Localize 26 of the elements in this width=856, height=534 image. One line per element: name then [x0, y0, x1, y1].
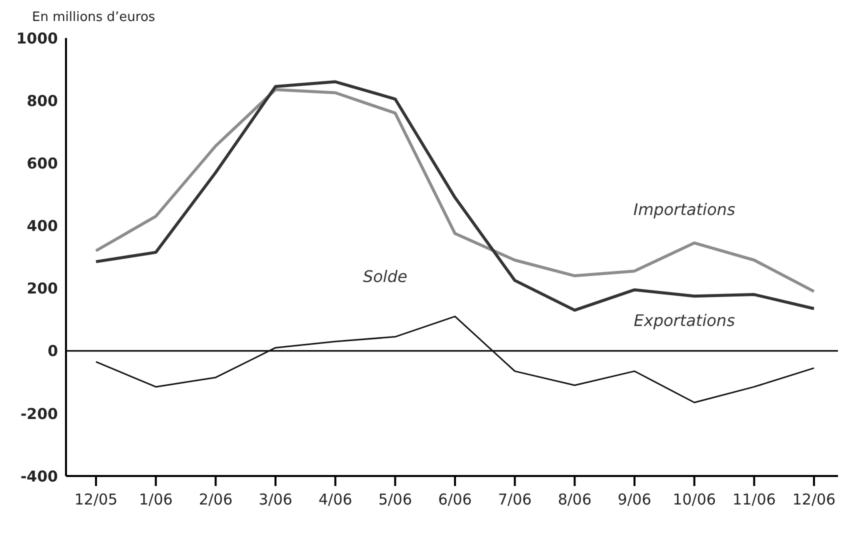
y-tick-label: 0	[48, 342, 58, 360]
y-tick-label: 400	[26, 217, 58, 236]
x-tick-label: 5/06	[378, 490, 412, 509]
x-tick-label: 1/06	[138, 490, 173, 509]
x-tick-label: 6/06	[438, 490, 472, 509]
x-tick-label: 3/06	[258, 490, 292, 509]
text: Solde	[362, 266, 408, 286]
y-tick-label: 200	[26, 280, 58, 298]
x-tick-label: 11/06	[732, 490, 776, 509]
x-tick-label: 9/06	[618, 490, 652, 509]
x-tick-label: 10/06	[672, 490, 716, 509]
series-label: Exportations	[634, 311, 735, 330]
y-tick-label: 800	[26, 92, 58, 110]
x-tick-label: 12/06	[792, 490, 836, 509]
x-tick-label: 12/05	[74, 490, 118, 509]
x-tick-label: 4/06	[318, 490, 352, 509]
y-tick-label: 600	[26, 154, 58, 172]
y-tick-label: 1000	[16, 29, 58, 48]
y-axis-title: En millions d’euros	[32, 10, 156, 25]
x-tick-label: 2/06	[198, 490, 233, 509]
x-tick-label: 8/06	[558, 490, 592, 509]
line-series	[95, 316, 815, 404]
x-tick-label: 7/06	[498, 490, 532, 509]
y-tick-label: -400	[20, 467, 58, 486]
y-tick-label: -200	[20, 404, 58, 423]
text: Importations	[633, 200, 736, 219]
